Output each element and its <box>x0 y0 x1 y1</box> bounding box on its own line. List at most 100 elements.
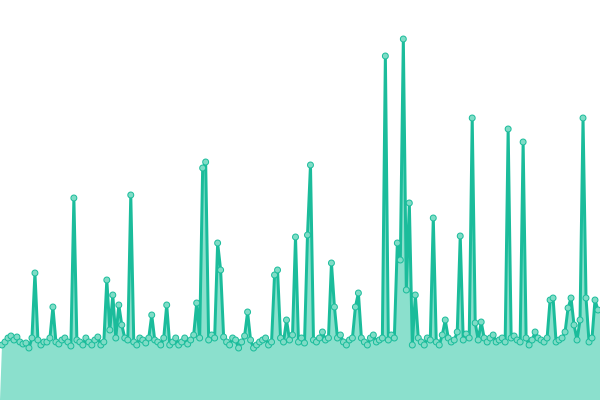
data-point <box>477 318 485 326</box>
data-point <box>187 336 195 344</box>
data-point <box>46 334 54 342</box>
data-point <box>564 304 572 312</box>
data-point <box>327 259 335 267</box>
data-point <box>450 336 458 344</box>
data-point <box>582 294 590 302</box>
data-point <box>318 328 326 336</box>
data-point <box>474 336 482 344</box>
data-point <box>411 291 419 299</box>
data-point <box>435 341 443 349</box>
data-point <box>118 321 126 329</box>
data-point <box>525 341 533 349</box>
data-point <box>79 341 87 349</box>
data-point <box>157 341 165 349</box>
data-point <box>235 344 243 352</box>
data-point <box>591 296 599 304</box>
data-point <box>163 301 171 309</box>
series-area-fill <box>0 39 600 400</box>
data-point <box>160 334 168 342</box>
data-point <box>196 334 204 342</box>
data-point <box>468 114 476 122</box>
data-point <box>25 344 33 352</box>
data-point <box>31 269 39 277</box>
data-point <box>271 271 279 279</box>
data-point <box>211 334 219 342</box>
data-point <box>348 334 356 342</box>
data-point <box>172 334 180 342</box>
data-point <box>106 326 114 334</box>
data-point <box>142 339 150 347</box>
data-point <box>190 331 198 339</box>
data-point <box>289 331 297 339</box>
data-point <box>465 334 473 342</box>
data-point <box>405 199 413 207</box>
data-point <box>441 316 449 324</box>
data-point <box>399 35 407 43</box>
data-point <box>303 231 311 239</box>
data-point <box>22 339 30 347</box>
data-point <box>181 334 189 342</box>
data-point <box>363 341 371 349</box>
data-point <box>193 299 201 307</box>
data-point <box>115 301 123 309</box>
data-point <box>516 338 524 346</box>
data-point <box>226 341 234 349</box>
data-point <box>531 328 539 336</box>
data-point <box>459 336 467 344</box>
data-point <box>336 331 344 339</box>
data-point <box>396 256 404 264</box>
data-point <box>292 233 300 241</box>
data-point <box>588 334 596 342</box>
data-point <box>103 276 111 284</box>
data-point <box>579 114 587 122</box>
data-point <box>489 331 497 339</box>
data-point <box>567 294 575 302</box>
data-point <box>558 334 566 342</box>
data-point <box>390 334 398 342</box>
data-point <box>573 336 581 344</box>
data-point <box>220 333 228 341</box>
data-point <box>124 336 132 344</box>
data-point <box>217 266 225 274</box>
data-point <box>324 334 332 342</box>
data-point <box>241 332 249 340</box>
data-point <box>504 125 512 133</box>
data-point <box>342 341 350 349</box>
data-point <box>145 334 153 342</box>
data-point <box>112 334 120 342</box>
data-point <box>262 334 270 342</box>
data-point <box>283 316 291 324</box>
data-point <box>238 338 246 346</box>
data-point <box>94 333 102 341</box>
data-point <box>453 328 461 336</box>
data-point <box>268 338 276 346</box>
data-point <box>88 341 96 349</box>
data-point <box>148 311 156 319</box>
data-point <box>330 303 338 311</box>
data-point <box>244 308 252 316</box>
data-point <box>127 191 135 199</box>
data-point <box>70 194 78 202</box>
data-point <box>202 158 210 166</box>
data-point <box>13 333 21 341</box>
data-point <box>522 334 530 342</box>
data-point <box>561 328 569 336</box>
data-point <box>426 336 434 344</box>
data-point <box>214 239 222 247</box>
data-point <box>67 342 75 350</box>
data-point <box>49 303 57 311</box>
data-point <box>576 316 584 324</box>
data-point <box>408 341 416 349</box>
data-point <box>519 138 527 146</box>
data-point <box>429 214 437 222</box>
data-point <box>378 334 386 342</box>
data-point <box>438 331 446 339</box>
data-point <box>28 334 36 342</box>
data-point <box>351 303 359 311</box>
data-point <box>384 336 392 344</box>
data-point <box>232 336 240 344</box>
data-point <box>274 266 282 274</box>
data-point <box>100 338 108 346</box>
data-point <box>34 336 42 344</box>
